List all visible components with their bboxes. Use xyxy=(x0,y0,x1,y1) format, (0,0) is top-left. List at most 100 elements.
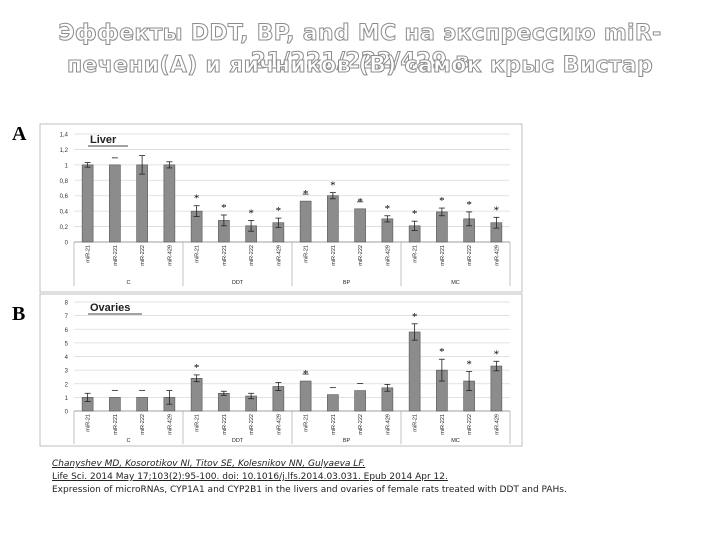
significance-star: * xyxy=(466,199,472,211)
x-tick-label: miR-429 xyxy=(167,245,173,266)
x-tick-label: miR-21 xyxy=(195,245,201,263)
bar xyxy=(299,200,312,243)
y-tick-label: 0 xyxy=(65,410,69,416)
y-tick-label: 1 xyxy=(65,396,69,402)
x-tick-label: miR-222 xyxy=(358,245,364,266)
chart-title: Liver xyxy=(90,134,117,146)
panel-label-b: B xyxy=(12,303,26,325)
significance-star: * xyxy=(248,207,254,219)
bar xyxy=(81,164,94,243)
bar xyxy=(109,397,121,412)
bar xyxy=(136,164,148,243)
group-label: C xyxy=(127,280,131,286)
significance-star: * xyxy=(330,180,336,192)
group-label: MC xyxy=(451,438,460,444)
x-tick-label: miR-21 xyxy=(413,245,419,263)
x-tick-label: miR-221 xyxy=(113,414,119,435)
x-tick-label: miR-221 xyxy=(331,414,337,435)
x-tick-label: miR-222 xyxy=(467,245,473,266)
bar xyxy=(327,195,339,243)
x-tick-label: miR-222 xyxy=(249,414,255,435)
slide-title-line-2: печени(А) и яичников (В) самок крыс Вист… xyxy=(66,53,654,79)
y-tick-label: 0,2 xyxy=(60,225,69,231)
x-tick-label: miR-221 xyxy=(440,245,446,266)
group-label: DDT xyxy=(232,438,244,444)
x-tick-label: miR-21 xyxy=(304,245,310,263)
y-tick-label: 4 xyxy=(65,355,69,361)
citation-authors[interactable]: Chanyshev MD, Kosorotikov NI, Titov SE, … xyxy=(52,459,366,469)
group-label: C xyxy=(127,438,131,444)
x-tick-label: miR-221 xyxy=(440,414,446,435)
x-tick-label: miR-221 xyxy=(222,414,228,435)
group-label: BP xyxy=(343,438,351,444)
group-label: DDT xyxy=(232,280,244,286)
x-tick-label: miR-21 xyxy=(413,414,419,432)
bar xyxy=(354,390,366,412)
significance-star: * xyxy=(439,346,445,358)
bar xyxy=(436,211,448,243)
x-tick-label: miR-222 xyxy=(140,245,146,266)
y-tick-label: 8 xyxy=(65,301,69,307)
bar xyxy=(490,365,503,412)
significance-star: * xyxy=(221,202,227,214)
significance-star: * xyxy=(412,311,418,323)
y-tick-label: 0,6 xyxy=(60,194,69,200)
bar xyxy=(136,397,148,412)
significance-star: * xyxy=(466,358,472,370)
bar xyxy=(190,378,203,412)
x-tick-label: miR-222 xyxy=(358,414,364,435)
x-tick-label: miR-221 xyxy=(222,245,228,266)
liver-bar-chart: 0 0,2 0,4 0,6 0,8 1 1,2 1,4 Liver miR-21 miR-221 mi… xyxy=(39,123,523,293)
x-tick-label: miR-429 xyxy=(494,414,500,435)
x-tick-label: miR-222 xyxy=(140,414,146,435)
group-label: MC xyxy=(451,280,460,286)
significance-star: * xyxy=(194,193,200,205)
significance-star: * xyxy=(494,348,500,360)
bar xyxy=(299,380,312,412)
significance-star: * xyxy=(385,203,391,215)
slide-title-line-1: Эффекты DDT, BP, and MC на экспрессию mi… xyxy=(58,21,662,75)
significance-star: * xyxy=(439,195,445,207)
y-tick-label: 7 xyxy=(65,314,69,320)
bar xyxy=(327,394,339,412)
x-tick-label: miR-429 xyxy=(385,414,391,435)
y-tick-label: 1,4 xyxy=(60,133,69,139)
ovaries-bar-chart: 0 1 2 3 4 5 6 7 8 Ovaries miR-21 miR-221 miR-222 miR-… xyxy=(39,293,523,447)
significance-star: * xyxy=(276,205,282,217)
x-tick-label: miR-429 xyxy=(276,245,282,266)
y-tick-label: 0,4 xyxy=(60,210,69,216)
x-tick-label: miR-429 xyxy=(385,245,391,266)
y-tick-label: 0,8 xyxy=(60,179,69,185)
significance-star: * xyxy=(357,196,363,208)
y-tick-label: 0 xyxy=(65,241,69,247)
x-tick-label: miR-429 xyxy=(167,414,173,435)
y-tick-label: 2 xyxy=(65,382,69,388)
x-tick-label: miR-222 xyxy=(467,414,473,435)
bar xyxy=(218,392,230,412)
x-tick-label: miR-21 xyxy=(195,414,201,432)
x-tick-label: miR-222 xyxy=(249,245,255,266)
x-tick-label: miR-429 xyxy=(276,414,282,435)
x-tick-label: miR-221 xyxy=(113,245,119,266)
x-tick-label: miR-221 xyxy=(331,245,337,266)
citation-title: Expression of microRNAs, CYP1A1 and CYP2… xyxy=(52,485,567,495)
x-tick-label: miR-429 xyxy=(494,245,500,266)
y-tick-label: 3 xyxy=(65,369,69,375)
bar xyxy=(408,331,421,412)
significance-star: * xyxy=(303,368,309,380)
y-tick-label: 1,2 xyxy=(60,148,69,154)
significance-star: * xyxy=(194,362,200,374)
citation-block: Chanyshev MD, Kosorotikov NI, Titov SE, … xyxy=(52,458,567,497)
bar xyxy=(354,208,366,243)
panel-label-a: A xyxy=(12,123,27,145)
y-tick-label: 6 xyxy=(65,328,69,334)
citation-source[interactable]: Life Sci. 2014 May 17;103(2):95-100. doi… xyxy=(52,472,448,482)
chart-title: Ovaries xyxy=(90,302,130,314)
bar xyxy=(109,164,121,243)
y-tick-label: 1 xyxy=(65,163,69,169)
y-tick-label: 5 xyxy=(65,341,69,347)
x-tick-label: miR-21 xyxy=(86,414,92,432)
group-label: BP xyxy=(343,280,351,286)
x-tick-label: miR-21 xyxy=(304,414,310,432)
significance-star: * xyxy=(494,204,500,216)
